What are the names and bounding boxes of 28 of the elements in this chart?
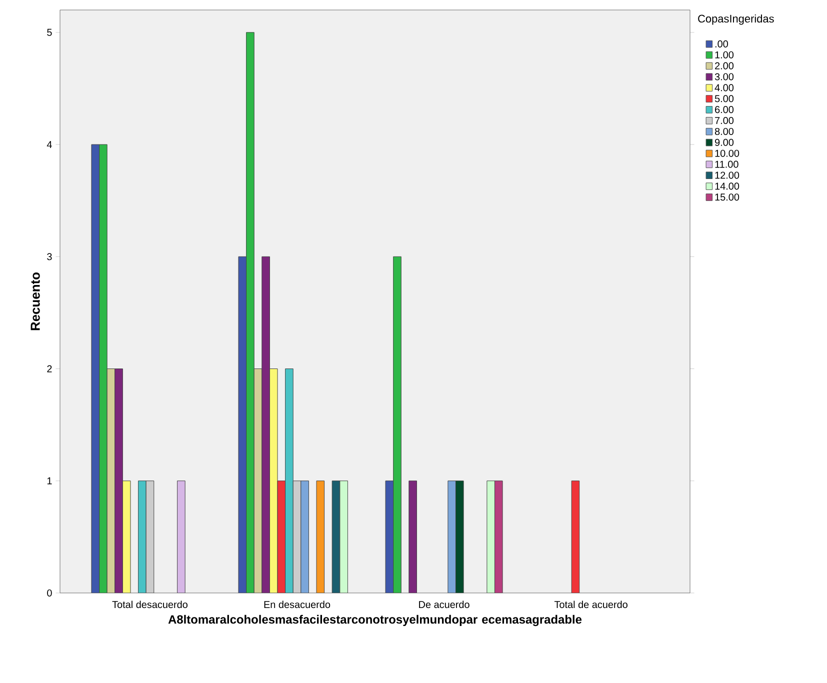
x-axis-title: A8ltomaralcoholesmasfacilestarconotrosyelmundopar ecemasagradable (168, 614, 582, 626)
y-tick-label: 0 (47, 589, 52, 597)
x-tick-label: De acuerdo (419, 600, 470, 608)
x-tick-label: Total de acuerdo (554, 600, 628, 608)
legend-label: 14.00 (715, 182, 740, 190)
y-tick-label: 2 (47, 365, 52, 372)
legend-label: 4.00 (714, 84, 734, 92)
y-tick-label: 4 (46, 141, 52, 148)
y-axis-title: Recuento (30, 272, 40, 330)
legend-label: 7.00 (715, 117, 734, 124)
legend-label: 10.00 (715, 150, 740, 157)
y-tick-label: 5 (47, 28, 52, 36)
legend-label: 6.00 (715, 106, 734, 114)
legend-label: 5.00 (714, 95, 734, 102)
x-tick-label: En desacuerdo (264, 600, 330, 608)
legend-label: 12.00 (715, 172, 740, 179)
legend-label: 11.00 (715, 160, 738, 168)
legend-label: 1.00 (715, 51, 734, 58)
y-tick-label: 3 (47, 253, 52, 260)
legend-label: 3.00 (714, 73, 734, 80)
y-tick-label: 1 (47, 477, 52, 484)
legend-title: CopasIngeridas (698, 14, 774, 25)
legend-label: 9.00 (714, 138, 734, 146)
legend-label: 2.00 (715, 62, 734, 70)
legend-label: 8.00 (714, 128, 734, 135)
legend-label: 15.00 (715, 194, 740, 201)
x-tick-label: Total desacuerdo (112, 600, 188, 608)
legend-label: .00 (715, 40, 728, 48)
